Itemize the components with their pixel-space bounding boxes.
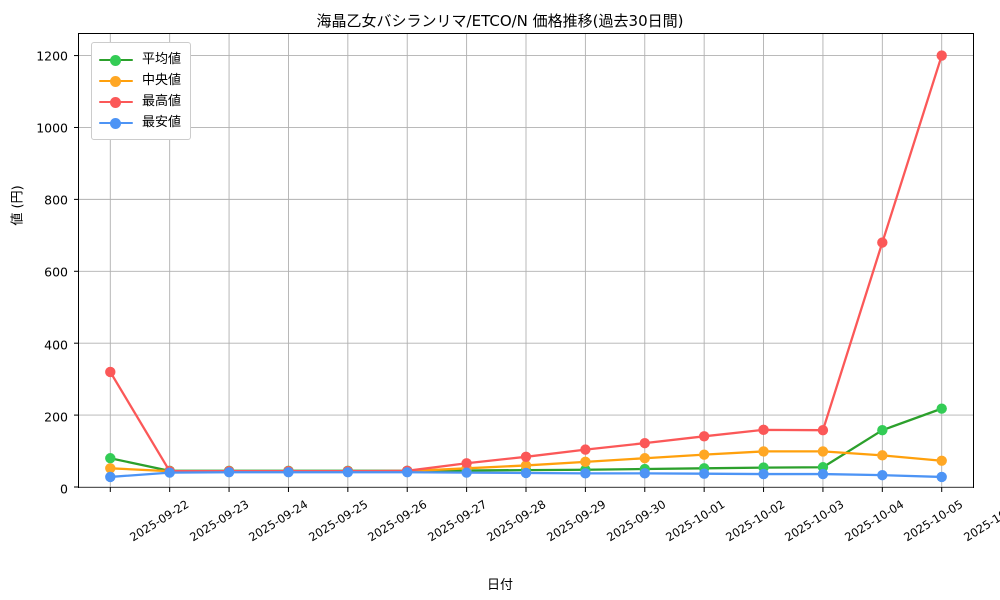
data-point-marker bbox=[877, 237, 888, 248]
x-tick-label: 2025-09-27 bbox=[425, 497, 490, 545]
data-point-marker bbox=[936, 471, 947, 483]
chart-legend: 平均値中央値最高値最安値 bbox=[91, 42, 192, 140]
grid-lines bbox=[74, 34, 973, 492]
legend-marker-icon bbox=[99, 116, 133, 130]
data-point-marker bbox=[580, 456, 591, 468]
data-point-marker bbox=[105, 366, 116, 378]
data-point-marker bbox=[758, 446, 769, 457]
y-tick-label: 800 bbox=[44, 192, 68, 208]
data-point-marker bbox=[936, 403, 947, 414]
legend-marker-icon bbox=[99, 53, 133, 67]
y-tick-label: 400 bbox=[44, 337, 68, 353]
data-point-marker bbox=[639, 453, 650, 464]
data-point-marker bbox=[520, 451, 532, 462]
x-axis-label: 日付 bbox=[486, 578, 513, 593]
y-tick-label: 1000 bbox=[36, 120, 68, 136]
data-point-marker bbox=[520, 460, 532, 471]
y-tick-label: 1200 bbox=[36, 48, 68, 64]
data-point-marker bbox=[580, 468, 591, 479]
data-point-marker bbox=[105, 453, 116, 464]
data-point-marker bbox=[342, 467, 354, 478]
legend-item-3: 最高値 bbox=[99, 91, 181, 112]
data-point-marker bbox=[877, 469, 888, 481]
data-point-marker bbox=[283, 467, 294, 478]
y-tick-label: 0 bbox=[60, 481, 68, 497]
data-point-marker bbox=[580, 444, 591, 455]
x-tick-label: 2025-09-30 bbox=[603, 497, 668, 545]
x-tick-label: 2025-09-24 bbox=[246, 497, 311, 545]
x-tick-label: 2025-10-06 bbox=[960, 497, 1000, 545]
data-point-marker bbox=[758, 468, 769, 480]
data-point-marker bbox=[817, 425, 829, 436]
data-point-marker bbox=[639, 468, 650, 479]
x-tick-label: 2025-10-01 bbox=[663, 497, 728, 545]
y-tick-label: 600 bbox=[44, 264, 68, 280]
data-point-marker bbox=[105, 463, 116, 474]
data-point-marker bbox=[817, 468, 829, 480]
data-point-marker bbox=[817, 446, 829, 457]
x-tick-label: 2025-09-23 bbox=[187, 497, 252, 545]
legend-marker-icon bbox=[99, 74, 133, 88]
data-point-marker bbox=[877, 450, 888, 461]
data-point-marker bbox=[461, 458, 472, 469]
legend-item-4: 最安値 bbox=[99, 112, 181, 133]
y-axis-label: 値 (円) bbox=[10, 185, 26, 226]
x-tick-label: 2025-09-29 bbox=[544, 497, 609, 545]
data-point-marker bbox=[936, 50, 947, 61]
legend-item-2: 中央値 bbox=[99, 70, 181, 91]
legend-label: 最高値 bbox=[142, 93, 182, 109]
x-tick-label: 2025-09-25 bbox=[306, 497, 371, 545]
data-point-marker bbox=[698, 431, 710, 442]
x-tick-label: 2025-10-05 bbox=[901, 497, 966, 545]
y-tick-label: 200 bbox=[44, 409, 68, 425]
data-point-marker bbox=[758, 424, 769, 436]
legend-label: 中央値 bbox=[142, 72, 182, 88]
data-point-marker bbox=[877, 425, 888, 436]
x-tick-label: 2025-09-28 bbox=[484, 497, 549, 545]
data-point-marker bbox=[402, 467, 413, 478]
chart-title: 海晶乙女バシランリマ/ETCO/N 価格推移(過去30日間) bbox=[316, 12, 684, 30]
x-tick-label: 2025-10-04 bbox=[841, 497, 906, 545]
series-line bbox=[109, 54, 943, 473]
data-point-marker bbox=[698, 449, 710, 460]
x-tick-label: 2025-10-03 bbox=[782, 497, 847, 545]
data-point-marker bbox=[639, 437, 650, 449]
data-point-marker bbox=[936, 455, 947, 466]
legend-label: 最安値 bbox=[142, 114, 182, 130]
data-point-marker bbox=[105, 471, 116, 483]
data-point-marker bbox=[164, 467, 175, 478]
legend-marker-icon bbox=[99, 95, 133, 109]
x-tick-label: 2025-09-26 bbox=[365, 497, 430, 545]
data-point-marker bbox=[461, 467, 472, 478]
legend-item-1: 平均値 bbox=[99, 49, 181, 70]
legend-label: 平均値 bbox=[142, 51, 182, 67]
data-point-marker bbox=[698, 468, 710, 479]
series-lines bbox=[105, 50, 947, 483]
x-tick-label: 2025-09-22 bbox=[127, 497, 192, 545]
data-point-marker bbox=[223, 467, 235, 478]
plot-area: 0 200 400 600 800 1000 1200 2025-09-22 2025-09-… bbox=[36, 33, 1000, 544]
data-point-marker bbox=[520, 467, 532, 479]
x-tick-label: 2025-10-02 bbox=[722, 497, 787, 545]
